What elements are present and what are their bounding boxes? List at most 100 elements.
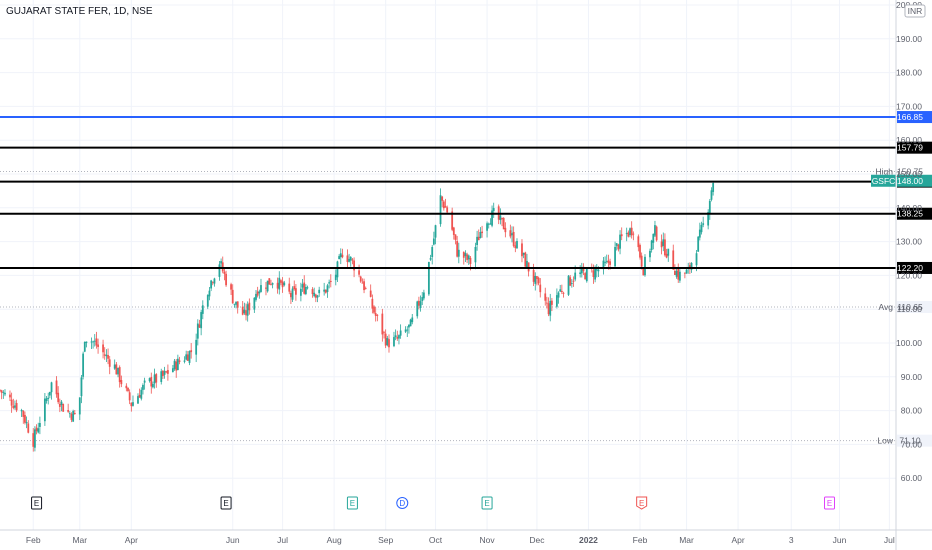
candle-body [10, 399, 13, 406]
earnings-event-icon[interactable] [220, 496, 232, 510]
candle-body [48, 391, 51, 396]
candle-body [376, 314, 379, 316]
candle-body [707, 211, 710, 226]
candle-body [67, 410, 70, 412]
candle-body [550, 300, 553, 305]
candle-body [348, 258, 350, 262]
low-tag [897, 434, 932, 447]
candle-body [632, 233, 635, 235]
candle-body [303, 282, 306, 294]
candle-body [80, 377, 83, 397]
candle-body [429, 258, 432, 260]
candle-body [363, 281, 365, 291]
candle-body [660, 241, 663, 248]
candle-body [336, 261, 339, 278]
candle-body [152, 383, 154, 388]
candle-body [481, 231, 483, 234]
candle-body [256, 291, 259, 296]
candle-body [32, 433, 35, 447]
candle-body [585, 268, 588, 282]
candle-body [625, 233, 628, 234]
candle-body [595, 269, 598, 271]
candle-body [245, 310, 247, 316]
candle-body [597, 269, 600, 272]
candle-body [105, 354, 108, 357]
candle-body [278, 277, 281, 290]
event-label: E [639, 499, 644, 508]
candle-body [294, 288, 297, 295]
candle-body [299, 288, 302, 296]
earnings-event-icon[interactable] [346, 496, 358, 510]
candle-body [644, 256, 646, 276]
candle-body [534, 275, 537, 284]
candle-body [90, 341, 93, 343]
dividend-event-icon[interactable] [396, 497, 409, 509]
candle-body [271, 283, 274, 285]
candle-body [431, 246, 434, 258]
candle-body [25, 422, 28, 424]
candle-body [225, 273, 227, 286]
earnings-event-icon[interactable] [824, 496, 836, 510]
candle-body [359, 276, 362, 282]
candle-body [113, 364, 116, 369]
candle-body [248, 302, 251, 311]
candle-body [293, 286, 296, 290]
x-tick-label: Mar [72, 535, 87, 545]
candle-body [393, 337, 395, 347]
candle-body [702, 223, 705, 225]
candle-body [162, 370, 164, 377]
candle-body [474, 246, 477, 263]
y-tick-label: 180.00 [896, 68, 922, 78]
candle-body [266, 280, 269, 292]
candle-body [567, 275, 570, 295]
level-price-label: 166.85 [897, 112, 923, 122]
candle-body [153, 374, 156, 384]
currency-badge[interactable] [904, 4, 926, 18]
candle-body [499, 215, 502, 221]
candle-body [477, 236, 480, 241]
candle-body [78, 397, 81, 415]
candle-body [524, 252, 527, 267]
candle-body [301, 284, 304, 288]
candle-body [557, 292, 560, 298]
candle-body [700, 224, 703, 233]
horizontal-levels[interactable]: 166.85157.79147.75138.25122.20High150.75… [0, 111, 932, 447]
earnings-event-icon[interactable] [636, 496, 648, 510]
candle-body [514, 245, 517, 249]
candle-body [501, 217, 503, 220]
candle-body [630, 227, 633, 236]
candle-body [627, 232, 630, 237]
candle-body [710, 190, 713, 200]
candle-body [268, 278, 271, 285]
candle-body [314, 294, 317, 298]
earnings-event-icon[interactable] [481, 496, 493, 510]
candle-body [384, 333, 387, 346]
x-tick-label: Mar [679, 535, 694, 545]
candle-body [469, 257, 472, 264]
candle-body [213, 278, 216, 284]
candle-body [97, 344, 99, 347]
x-tick-label: Feb [633, 535, 648, 545]
candle-body [195, 339, 198, 355]
candle-body [138, 394, 141, 398]
candle-body [664, 239, 666, 256]
event-label: E [827, 499, 832, 508]
candle-body [615, 243, 618, 246]
candle-body [283, 282, 286, 286]
candle-body [491, 210, 493, 226]
candle-body [38, 423, 41, 427]
candle-body [394, 335, 397, 338]
candle-body [487, 223, 490, 225]
candle-body [640, 255, 643, 267]
candle-body [311, 289, 314, 295]
candle-body [381, 313, 384, 335]
candle-body [580, 268, 583, 274]
candle-body [24, 414, 26, 423]
y-tick-label: 190.00 [896, 34, 922, 44]
candle-body [522, 253, 525, 255]
candle-body [208, 290, 211, 297]
candle-body [35, 427, 38, 432]
earnings-event-icon[interactable] [31, 496, 43, 510]
